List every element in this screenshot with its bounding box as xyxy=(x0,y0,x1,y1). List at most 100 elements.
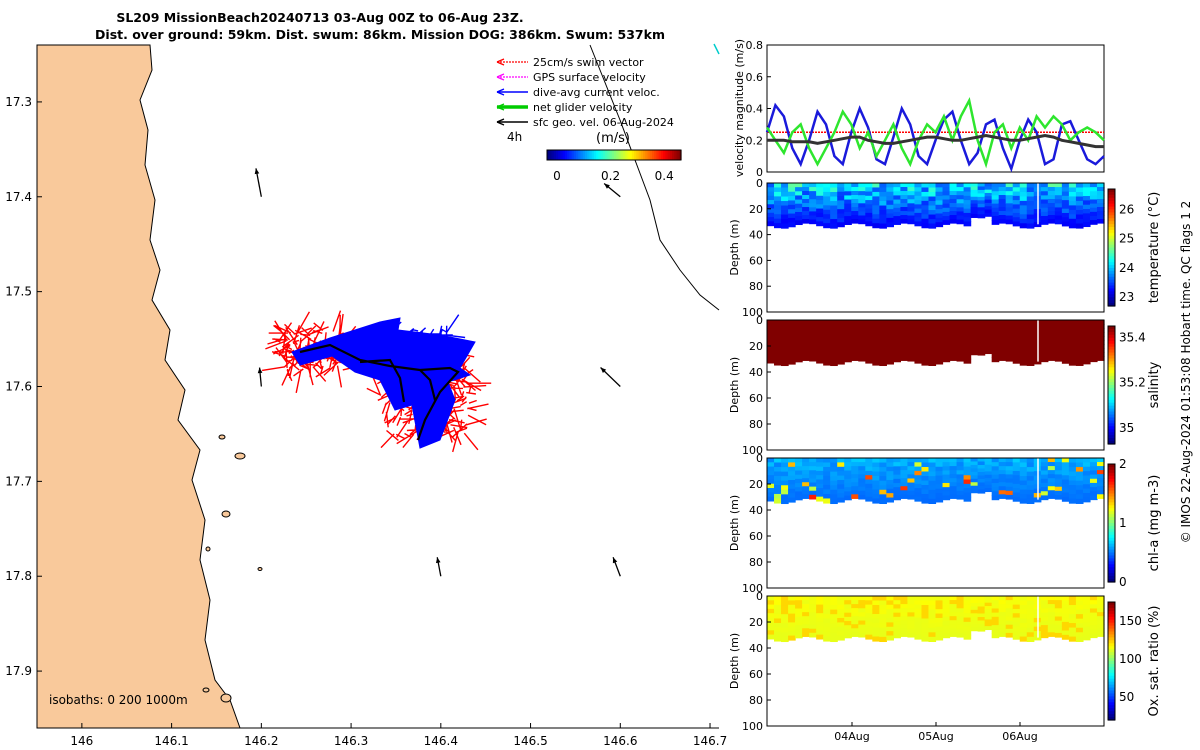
profile-cell xyxy=(914,200,923,205)
profile-cell xyxy=(893,612,901,618)
profile-cell xyxy=(1089,458,1098,463)
profile-cell xyxy=(844,207,852,213)
profile-cell xyxy=(921,360,930,366)
profile-cell xyxy=(921,209,930,215)
profile-cell xyxy=(1068,471,1077,477)
profile-cell xyxy=(900,458,909,463)
profile-cell xyxy=(1040,478,1049,484)
colorbar-frame xyxy=(1107,463,1116,583)
profile-cell xyxy=(781,462,789,468)
profile-cell xyxy=(774,622,782,629)
profile-cell xyxy=(879,609,887,615)
profile-cell xyxy=(837,488,845,494)
profile-cell xyxy=(991,191,1000,196)
profile-cell xyxy=(942,216,951,221)
profile-cell xyxy=(991,495,1000,501)
profile-cell xyxy=(928,489,937,495)
profile-cell xyxy=(865,462,873,468)
profile-cell xyxy=(1089,357,1098,363)
profile-cell xyxy=(1068,600,1077,606)
profile-cell xyxy=(1075,201,1084,207)
profile-cell xyxy=(1005,620,1014,626)
profile-cell xyxy=(991,478,1000,484)
profile-cell xyxy=(977,485,986,491)
profile-cell xyxy=(984,186,993,191)
profile-cell xyxy=(872,355,880,362)
profile-cell xyxy=(1061,475,1070,481)
profile-cell xyxy=(949,336,958,341)
profile-cell xyxy=(963,208,972,214)
profile-cell xyxy=(963,475,972,481)
profile-cell xyxy=(802,470,810,475)
profile-cell xyxy=(1005,183,1014,188)
profile-cell xyxy=(900,620,909,625)
profile-cell xyxy=(851,332,859,337)
profile-cell xyxy=(928,471,937,477)
profile-cell xyxy=(1054,466,1063,471)
profile-cell xyxy=(872,214,880,220)
colorbar-tick-label: 0 xyxy=(1119,575,1127,589)
profile-cell xyxy=(949,328,958,333)
profile-cell xyxy=(1089,608,1098,614)
profile-cell xyxy=(984,330,993,334)
profile-cell xyxy=(781,632,789,638)
colorbar-cell xyxy=(1108,711,1115,715)
colorbar-cell xyxy=(1108,643,1115,647)
profile-cell xyxy=(1026,476,1035,482)
profile-cell xyxy=(900,494,909,499)
profile-cell xyxy=(865,200,873,205)
profile-cell xyxy=(823,337,831,344)
profile-cell xyxy=(970,475,979,480)
profile-cell xyxy=(928,476,937,482)
profile-cell xyxy=(1082,217,1091,223)
profile-cell xyxy=(795,495,803,501)
profile-cell xyxy=(872,205,880,211)
profile-cell xyxy=(893,183,901,188)
profile-cell xyxy=(1040,324,1049,329)
profile-cell xyxy=(767,204,775,210)
colorbar-cell xyxy=(1108,464,1115,468)
profile-cell xyxy=(963,341,972,347)
profile-cell xyxy=(949,616,958,621)
profile-cell xyxy=(886,626,894,632)
profile-cell xyxy=(956,195,965,200)
colorbar-cell xyxy=(1108,555,1115,559)
profile-cell xyxy=(851,490,859,495)
profile-cell xyxy=(928,210,937,216)
colorbar-title: salinity xyxy=(1147,361,1162,408)
profile-cell xyxy=(886,600,894,606)
profile-cell xyxy=(767,630,775,636)
profile-cell xyxy=(900,203,909,208)
profile-cell xyxy=(767,221,775,227)
profile-cell xyxy=(991,462,1000,467)
profile-cell xyxy=(851,199,859,204)
profile-cell xyxy=(809,478,817,484)
profile-cell xyxy=(816,328,824,334)
profile-cell xyxy=(837,626,845,632)
profile-cell xyxy=(1068,196,1077,202)
profile-cell xyxy=(942,466,951,472)
profile-cell xyxy=(1089,344,1098,350)
profile-cell xyxy=(1019,356,1028,362)
profile-cell xyxy=(823,627,831,633)
colorbar-cell xyxy=(1108,546,1115,551)
colorbar-frame xyxy=(1107,188,1116,307)
profile-cell xyxy=(963,458,972,463)
profile-cell xyxy=(893,328,901,334)
profile-cell xyxy=(991,357,1000,363)
profile-cell xyxy=(809,203,817,208)
scale-label: 4h xyxy=(507,130,522,144)
profile-cell xyxy=(907,352,916,358)
profile-cell xyxy=(795,207,803,213)
profile-cell xyxy=(809,344,817,350)
profile-cell xyxy=(998,624,1007,629)
profile-cell xyxy=(1026,320,1035,326)
profile-cell xyxy=(921,618,930,624)
profile-cell xyxy=(998,470,1007,475)
profile-cell xyxy=(788,222,796,228)
profile-cell xyxy=(858,195,866,200)
profile-cell xyxy=(851,600,859,605)
profile-cell xyxy=(872,183,880,189)
profile-cell xyxy=(886,631,894,637)
profile-cell xyxy=(907,324,916,329)
